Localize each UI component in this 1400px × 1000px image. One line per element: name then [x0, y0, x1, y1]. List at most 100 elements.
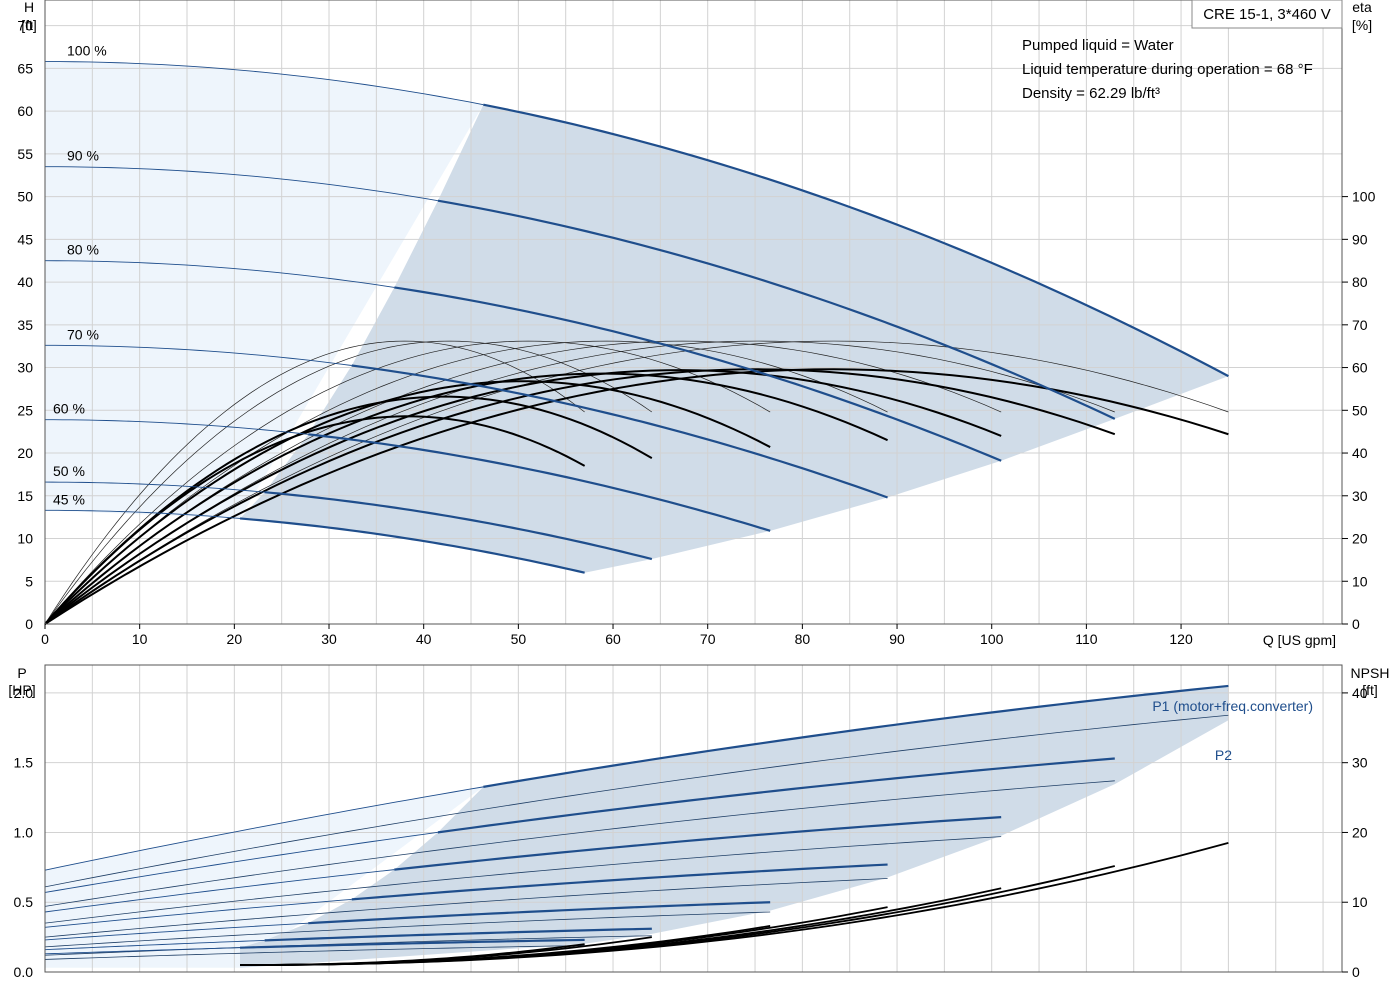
head-curve-bold [239, 517, 585, 574]
y-right-tick-label: 20 [1352, 531, 1368, 547]
p1-curve-thin [44, 922, 309, 941]
y-left-title: P [17, 665, 26, 681]
info-line: Pumped liquid = Water [1022, 37, 1174, 54]
p2-curve [44, 780, 1115, 907]
speed-label: 45 % [53, 491, 85, 507]
info-line: Liquid temperature during operation = 68… [1022, 61, 1313, 78]
speed-label: 80 % [67, 242, 99, 258]
head-curve-thin [44, 419, 309, 435]
y-left-tick-label: 30 [17, 360, 33, 376]
p1-curve-bold [437, 757, 1115, 834]
y-right-unit: [%] [1352, 17, 1372, 33]
head-curve-bold [483, 103, 1229, 378]
x-tick-label: 30 [321, 631, 337, 647]
eta-curve-bold [44, 372, 888, 625]
eta-curve-bold [44, 415, 586, 625]
y-right-tick-label: 70 [1352, 317, 1368, 333]
y-left-tick-label: 50 [17, 189, 33, 205]
operating-area [240, 685, 1229, 968]
p2-curve [44, 878, 888, 938]
y-left-tick-label: 0.5 [14, 894, 34, 910]
speed-label: 90 % [67, 148, 99, 164]
eta-curve-thin [44, 340, 653, 625]
eta-curve-bold [44, 380, 771, 625]
p1-curve-thin [44, 869, 395, 913]
y-right-tick-label: 40 [1352, 445, 1368, 461]
eta-curve-bold [44, 368, 1229, 625]
low-flow-region [45, 61, 484, 519]
p1-curve-bold [264, 927, 652, 942]
p1-curve-bold [483, 684, 1229, 788]
plot-frame [44, 0, 1343, 625]
speed-label: 100 % [67, 43, 107, 59]
x-tick-label: 60 [605, 631, 621, 647]
p1-curve-bold [308, 901, 771, 925]
head-curve-bold [308, 433, 771, 532]
head-curve-thin [44, 509, 241, 519]
model-box: CRE 15-1, 3*460 V [1191, 0, 1343, 29]
speed-label: 70 % [67, 326, 99, 342]
p1-curve-thin [44, 939, 265, 951]
x-tick-label: 70 [700, 631, 716, 647]
y-right-tick-label: 40 [1352, 685, 1368, 701]
head-curve-bold [351, 364, 888, 499]
plot-frame [44, 664, 1343, 973]
x-tick-label: 50 [511, 631, 527, 647]
x-tick-label: 120 [1169, 631, 1193, 647]
y-right-title: NPSH [1351, 665, 1390, 681]
y-left-tick-label: 1.5 [14, 755, 34, 771]
x-tick-label: 20 [227, 631, 243, 647]
head-curve-thin [44, 166, 438, 202]
y-left-tick-label: 40 [17, 274, 33, 290]
p2-curve [44, 911, 771, 948]
eta-curve-bold [44, 369, 1002, 625]
y-right-tick-label: 50 [1352, 402, 1368, 418]
y-left-tick-label: 65 [17, 60, 33, 76]
p1-curve-thin [44, 947, 241, 955]
y-right-tick-label: 0 [1352, 616, 1360, 632]
p2-curve [44, 836, 1002, 924]
p1-curve-bold [351, 863, 888, 901]
p1-curve-thin [44, 898, 352, 928]
model-box-frame [1191, 0, 1343, 29]
y-right-tick-label: 30 [1352, 755, 1368, 771]
y-left-tick-label: 60 [17, 103, 33, 119]
y-right-unit: [ft] [1362, 682, 1378, 698]
y-right-tick-label: 90 [1352, 231, 1368, 247]
y-left-tick-label: 55 [17, 146, 33, 162]
head-curve-thin [44, 61, 484, 106]
speed-label: 50 % [53, 463, 85, 479]
y-left-unit: [ft] [21, 17, 37, 33]
head-efficiency-panel: 100 % 90 % 80 % 70 % 60 % 50 % 45 % 0 10 20 30 40 50… [17, 0, 1376, 648]
head-curve-thin [44, 344, 352, 366]
eta-curve-thin [44, 340, 1229, 625]
p1-curve-thin [44, 831, 438, 893]
npsh-curve [240, 943, 585, 966]
p2-curve [44, 945, 585, 960]
y-left-unit: [HP] [8, 682, 35, 698]
p2-curve [44, 714, 1229, 888]
eta-curve-thin [44, 340, 771, 625]
y-left-title: H [24, 0, 34, 15]
p2-series-label: P2 [1215, 747, 1232, 763]
y-left-tick-label: 20 [17, 445, 33, 461]
x-tick-label: 90 [889, 631, 905, 647]
info-line: Density = 62.29 lb/ft³ [1022, 85, 1160, 102]
y-right-tick-label: 10 [1352, 573, 1368, 589]
p1-curve-bold [394, 816, 1002, 871]
y-left-tick-label: 10 [17, 531, 33, 547]
head-curve-bold [437, 199, 1116, 420]
y-left-tick-label: 1.0 [14, 824, 34, 840]
p1-curve-thin [44, 786, 484, 871]
head-curve-bold [264, 491, 653, 561]
head-curve-thin [44, 481, 265, 493]
x-tick-label: 10 [132, 631, 148, 647]
y-left-tick-label: 5 [25, 573, 33, 589]
y-right-tick-label: 30 [1352, 488, 1368, 504]
speed-label: 60 % [53, 401, 85, 417]
p1-curve-bold [239, 938, 585, 949]
info-block: Pumped liquid = Water Liquid temperature… [1022, 37, 1313, 102]
y-left-tick-label: 35 [17, 317, 33, 333]
head-curve-thin [44, 260, 395, 288]
